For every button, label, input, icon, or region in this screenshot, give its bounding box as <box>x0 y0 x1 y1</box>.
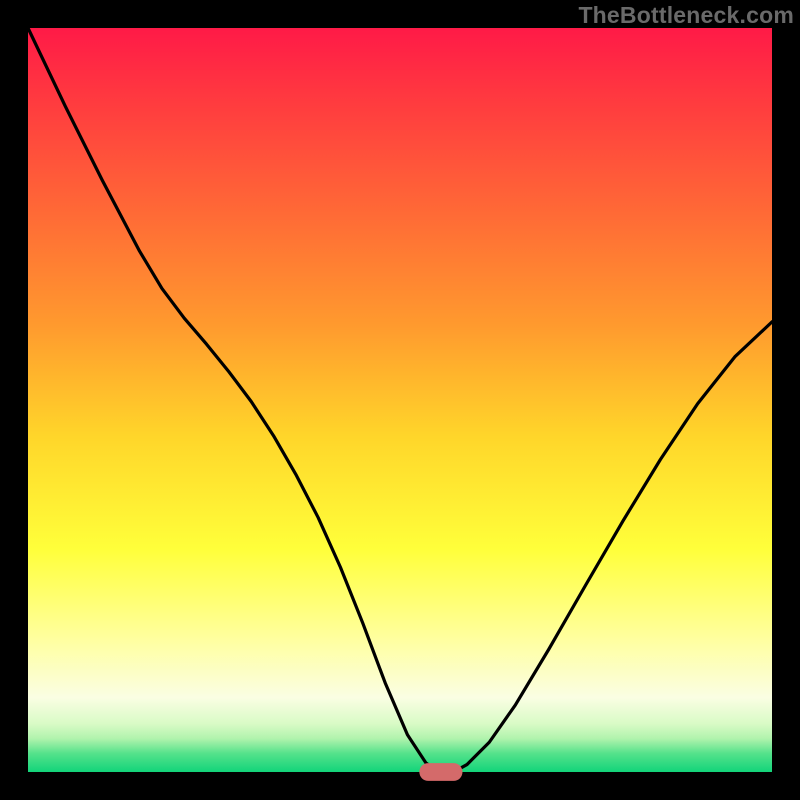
bottleneck-chart <box>0 0 800 800</box>
chart-frame: { "watermark": { "text": "TheBottleneck.… <box>0 0 800 800</box>
watermark-text: TheBottleneck.com <box>578 2 794 29</box>
minimum-marker <box>419 763 462 781</box>
plot-background <box>28 28 772 772</box>
